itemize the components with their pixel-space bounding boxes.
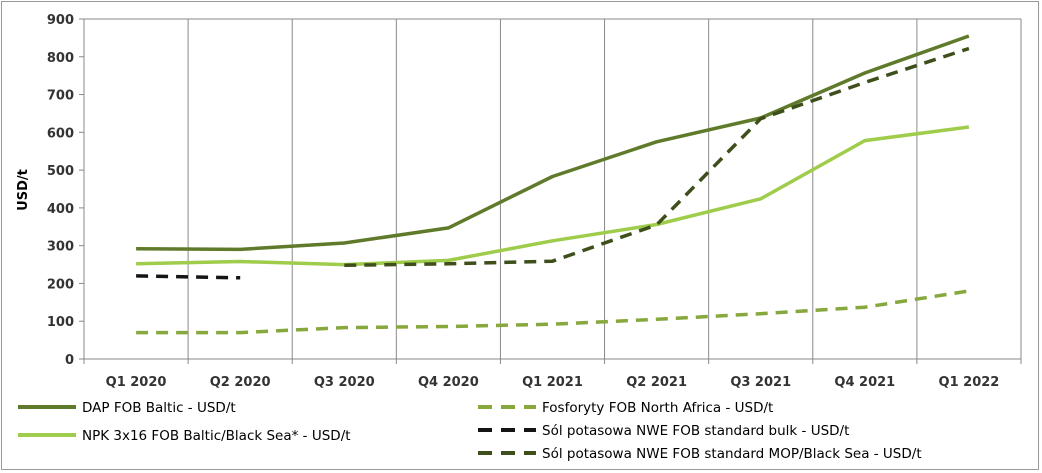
line-chart: 0 100 200 300 400 500 600 700 800 900 Q1 2020 Q2 2… bbox=[0, 0, 1042, 473]
y-tick-label: 800 bbox=[47, 51, 74, 66]
y-tick-label: 700 bbox=[47, 89, 74, 104]
legend-label-dap: DAP FOB Baltic - USD/t bbox=[82, 400, 236, 416]
legend-label-mop: Sól potasowa NWE FOB standard MOP/Black … bbox=[542, 446, 922, 462]
x-tick-label: Q4 2020 bbox=[418, 375, 479, 390]
legend: DAP FOB Baltic - USD/t NPK 3x16 FOB Balti… bbox=[18, 400, 922, 462]
x-tick-label: Q1 2020 bbox=[106, 375, 167, 390]
legend-label-npk: NPK 3x16 FOB Baltic/Black Sea* - USD/t bbox=[82, 428, 351, 444]
legend-label-fos: Fosforyty FOB North Africa - USD/t bbox=[542, 400, 773, 416]
x-tick-label: Q3 2021 bbox=[730, 375, 791, 390]
x-axis-ticks: Q1 2020 Q2 2020 Q3 2020 Q4 2020 Q1 2021 Q2 20… bbox=[84, 359, 1021, 390]
y-tick-label: 900 bbox=[47, 13, 74, 28]
x-tick-label: Q1 2021 bbox=[522, 375, 583, 390]
vertical-gridlines bbox=[188, 19, 917, 359]
legend-label-bulk: Sól potasowa NWE FOB standard bulk - USD… bbox=[542, 423, 849, 439]
series-line-npk bbox=[136, 127, 969, 265]
y-tick-label: 600 bbox=[47, 126, 74, 141]
x-tick-label: Q1 2022 bbox=[939, 375, 1000, 390]
y-tick-label: 300 bbox=[47, 240, 74, 255]
y-tick-label: 100 bbox=[47, 315, 74, 330]
x-tick-label: Q2 2021 bbox=[626, 375, 687, 390]
y-tick-label: 0 bbox=[65, 353, 74, 368]
x-tick-label: Q4 2021 bbox=[834, 375, 895, 390]
series-lines bbox=[136, 36, 969, 333]
series-line-dap bbox=[136, 36, 969, 249]
series-line-fos bbox=[136, 291, 969, 333]
y-tick-label: 400 bbox=[47, 202, 74, 217]
series-line-mop bbox=[344, 49, 969, 266]
y-tick-label: 500 bbox=[47, 164, 74, 179]
y-axis-ticks: 0 100 200 300 400 500 600 700 800 900 bbox=[47, 13, 84, 368]
y-tick-label: 200 bbox=[47, 277, 74, 292]
y-axis-label: USD/t bbox=[16, 169, 31, 211]
x-tick-label: Q3 2020 bbox=[314, 375, 375, 390]
x-tick-label: Q2 2020 bbox=[210, 375, 271, 390]
